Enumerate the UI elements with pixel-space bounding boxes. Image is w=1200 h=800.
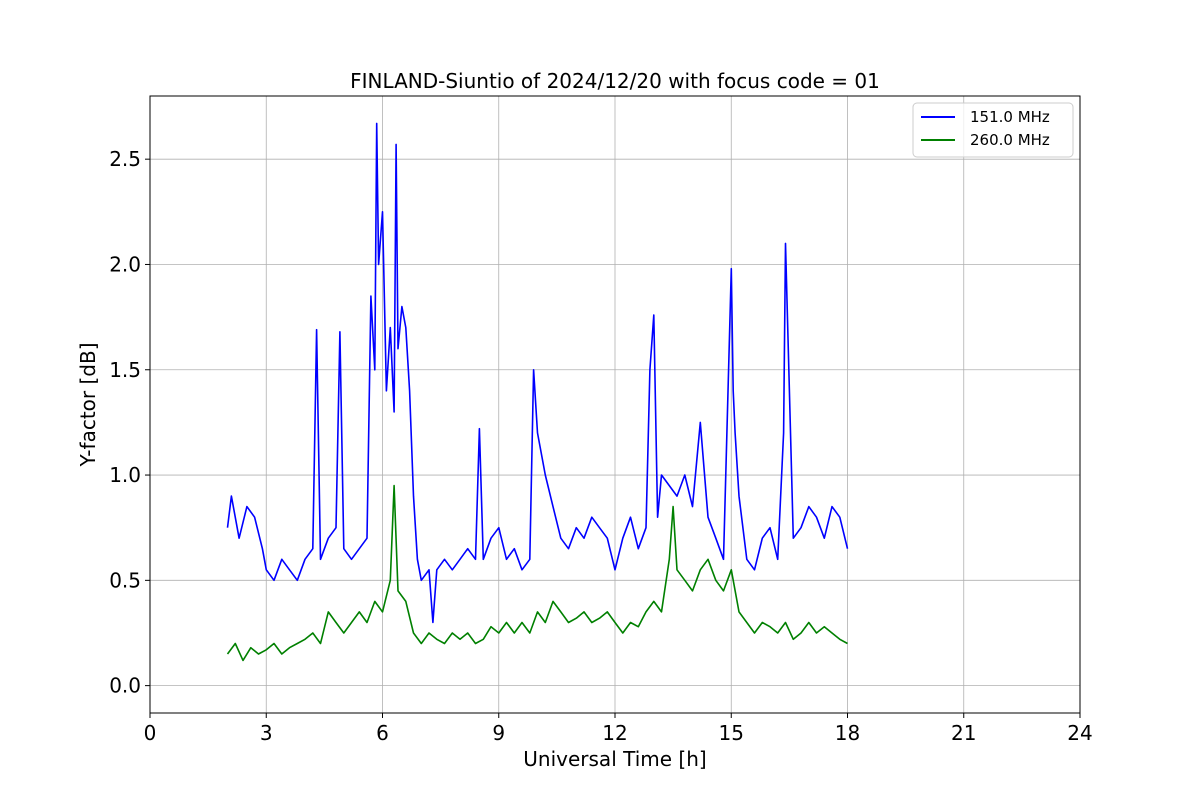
x-tick-label: 3	[260, 721, 273, 745]
series-line-0	[226, 122, 849, 624]
x-tick-label: 24	[1067, 721, 1092, 745]
x-axis: 0 3 6 9 12 15 18 21 24	[144, 713, 1093, 745]
chart-title: FINLAND-Siuntio of 2024/12/20 with focus…	[350, 69, 880, 93]
series-line-1	[226, 484, 848, 662]
legend-label-260: 260.0 MHz	[970, 131, 1050, 149]
y-tick-label: 1.0	[109, 463, 141, 487]
x-tick-label: 15	[719, 721, 744, 745]
y-axis-label: Y-factor [dB]	[76, 342, 100, 467]
series-layer	[226, 122, 849, 662]
y-tick-label: 0.5	[109, 568, 141, 592]
x-tick-label: 0	[144, 721, 157, 745]
y-tick-label: 1.5	[109, 358, 141, 382]
x-tick-label: 18	[835, 721, 860, 745]
y-tick-label: 2.0	[109, 252, 141, 276]
y-axis: 0.0 0.5 1.0 1.5 2.0 2.5	[109, 147, 150, 698]
y-tick-label: 2.5	[109, 147, 141, 171]
x-tick-label: 12	[602, 721, 627, 745]
x-tick-label: 9	[492, 721, 505, 745]
x-axis-label: Universal Time [h]	[523, 747, 706, 771]
x-tick-label: 6	[376, 721, 389, 745]
legend: 151.0 MHz 260.0 MHz	[912, 102, 1074, 158]
y-tick-label: 0.0	[109, 674, 141, 698]
legend-label-151: 151.0 MHz	[970, 108, 1050, 126]
x-tick-label: 21	[951, 721, 976, 745]
